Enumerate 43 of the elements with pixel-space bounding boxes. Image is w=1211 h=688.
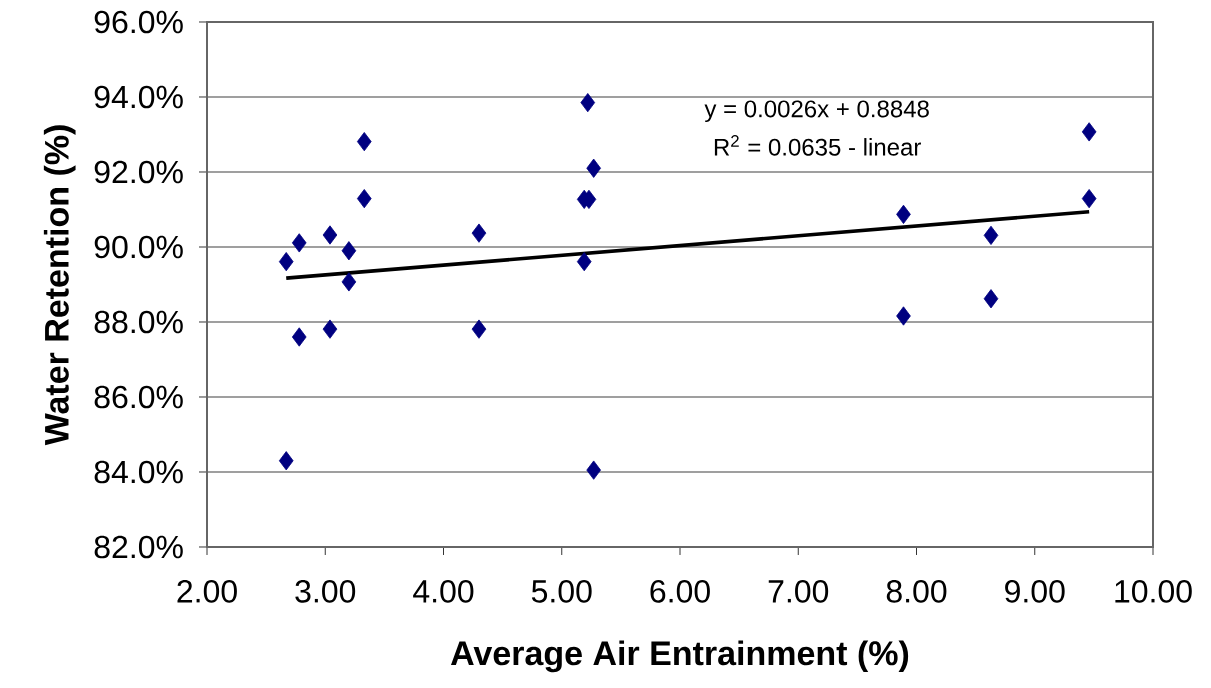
- point: [576, 252, 592, 272]
- y-tick-label: 94.0%: [94, 85, 183, 109]
- y-tick-label: 90.0%: [94, 235, 183, 259]
- y-axis-title: Water Retention (%): [43, 125, 76, 446]
- x-tick-label: 5.00: [531, 580, 592, 603]
- point: [341, 241, 357, 261]
- x-tick-label: 9.00: [1005, 580, 1065, 603]
- point: [586, 460, 601, 480]
- x-tick-label: 3.00: [295, 580, 356, 603]
- point: [322, 225, 338, 245]
- point: [1081, 189, 1097, 209]
- y-tick-label: 96.0%: [94, 10, 183, 34]
- point: [471, 223, 487, 243]
- point: [278, 252, 294, 272]
- point: [896, 306, 911, 326]
- y-tick-label: 84.0%: [94, 460, 183, 484]
- y-tick-label: 88.0%: [94, 310, 183, 334]
- point: [356, 189, 372, 209]
- point: [896, 204, 911, 224]
- x-tick-label: 8.00: [886, 580, 947, 603]
- annotation: y = 0.0026x + 0.8848: [704, 100, 929, 123]
- point: [291, 233, 307, 253]
- point: [983, 225, 999, 245]
- x-tick-label: 10.00: [1115, 580, 1192, 603]
- x-tick-label: 4.00: [413, 580, 474, 603]
- point: [586, 158, 601, 178]
- x-tick-label: 7.00: [768, 580, 829, 603]
- point: [471, 319, 487, 339]
- point: [356, 132, 372, 152]
- annotation: R$^{2}$ = 0.0635 - linear: [714, 135, 921, 156]
- point: [291, 327, 307, 347]
- y-tick-label: 82.0%: [94, 535, 183, 559]
- x-axis-title: Average Air Entrainment (%): [450, 640, 909, 673]
- y-tick-label: 92.0%: [94, 160, 183, 184]
- point: [1081, 122, 1097, 142]
- point: [322, 319, 338, 339]
- y-tick-label: 86.0%: [94, 385, 183, 409]
- x-tick-label: 2.00: [177, 580, 237, 603]
- point: [341, 272, 357, 292]
- x-tick-label: 6.00: [650, 580, 710, 603]
- point: [580, 93, 596, 113]
- point: [983, 289, 999, 309]
- point: [278, 451, 294, 471]
